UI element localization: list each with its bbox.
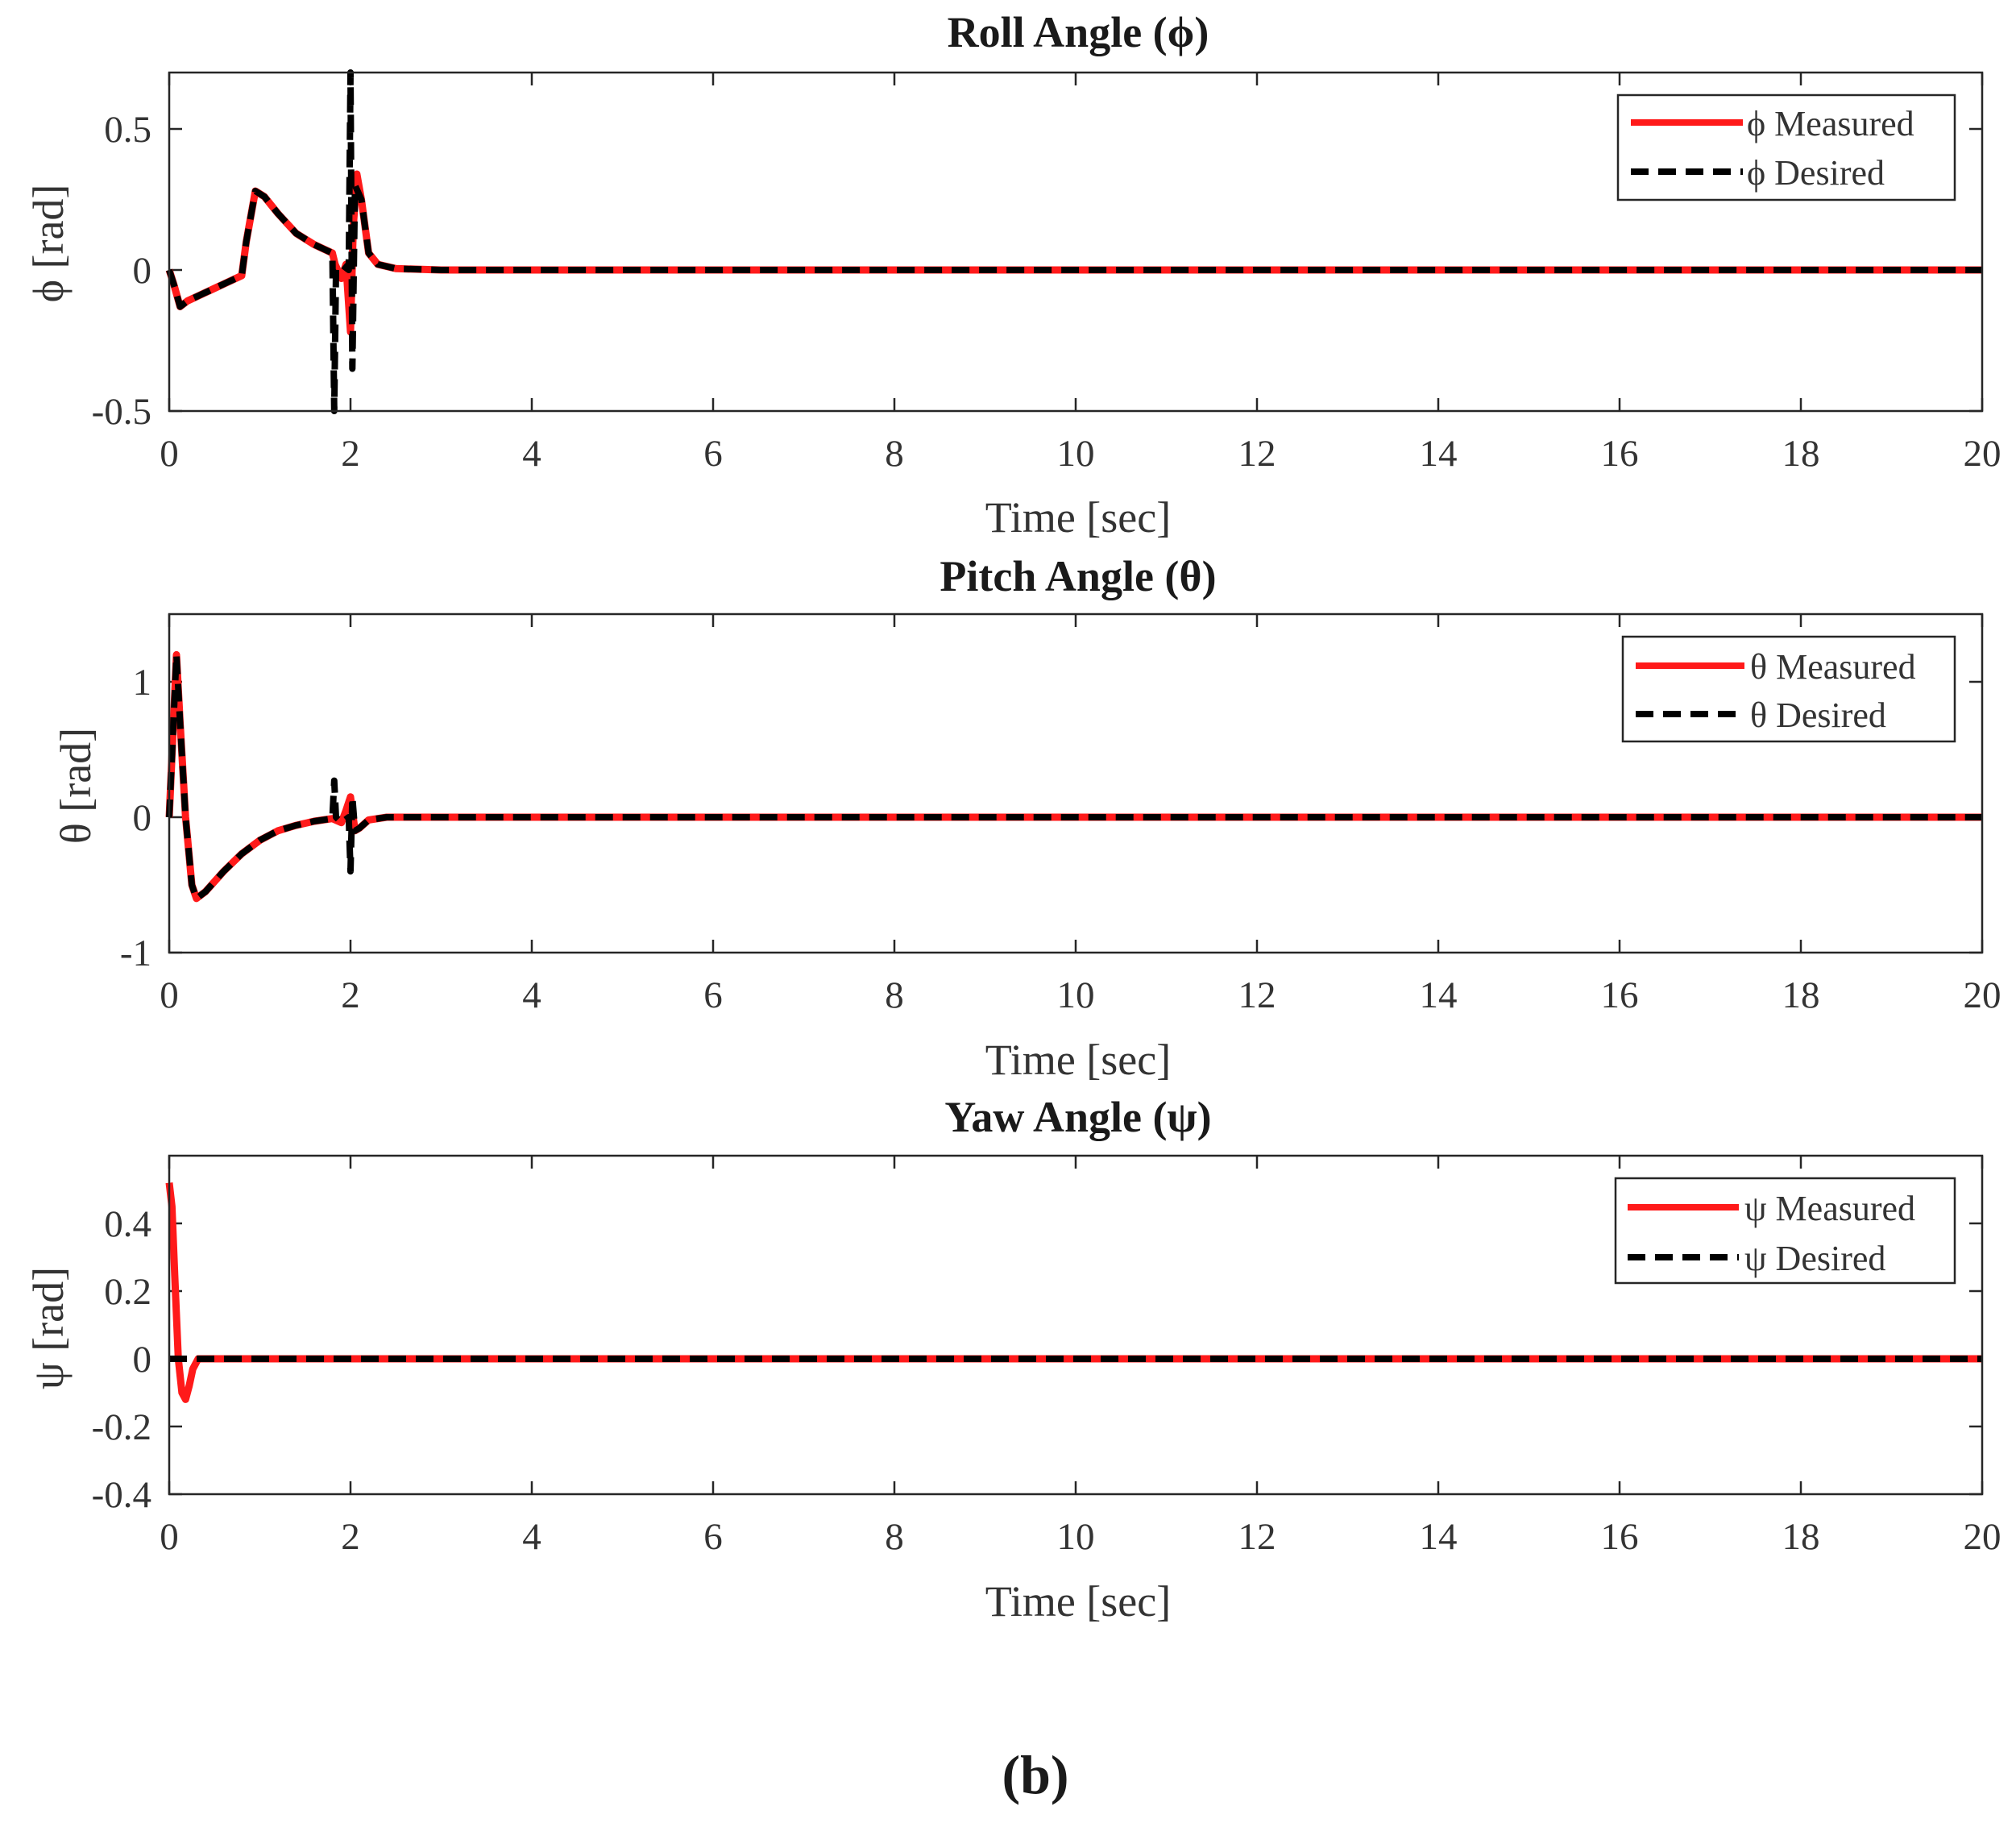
roll-x-axis-label: Time [sec]	[985, 493, 1171, 542]
pitch-x-tick-label: 18	[1782, 974, 1820, 1016]
pitch-chart-title: Pitch Angle (θ)	[940, 552, 1216, 600]
yaw-y-tick-label: 0.4	[104, 1203, 151, 1245]
pitch-x-ticks: 0 2 4 6 8 10 12 14 16 18 20	[160, 614, 2001, 1016]
yaw-x-tick-label: 6	[703, 1516, 723, 1558]
pitch-legend: θ Measured θ Desired	[1621, 635, 1956, 743]
yaw-x-tick-label: 4	[522, 1516, 541, 1558]
roll-x-tick-label: 8	[885, 433, 904, 475]
yaw-x-tick-label: 14	[1420, 1516, 1458, 1558]
roll-chart-title: Roll Angle (ϕ)	[948, 8, 1209, 56]
roll-x-tick-label: 12	[1238, 433, 1276, 475]
roll-legend-box	[1616, 93, 1956, 201]
roll-y-ticks: -0.5 0 0.5	[92, 109, 1982, 433]
yaw-y-tick-label: 0.2	[104, 1271, 151, 1313]
pitch-x-tick-label: 20	[1964, 974, 2001, 1016]
yaw-x-tick-label: 20	[1964, 1516, 2001, 1558]
roll-x-tick-label: 10	[1057, 433, 1095, 475]
yaw-y-tick-label: -0.2	[92, 1406, 151, 1448]
yaw-legend: ψ Measured ψ Desired	[1614, 1177, 1956, 1285]
roll-angle-subplot: Roll Angle (ϕ) ϕ [rad] Time [sec] 0 2 4 6 8 1…	[24, 8, 2001, 542]
roll-x-ticks: 0 2 4 6 8 10 12 14 16 18 20	[160, 73, 2001, 475]
pitch-legend-desired-label: θ Desired	[1750, 696, 1886, 735]
yaw-legend-box	[1614, 1177, 1956, 1285]
yaw-plot-frame	[168, 1154, 1984, 1496]
pitch-x-tick-label: 16	[1601, 974, 1639, 1016]
roll-y-tick-label: 0	[133, 250, 152, 292]
yaw-x-axis-label: Time [sec]	[985, 1577, 1171, 1626]
pitch-x-tick-label: 6	[703, 974, 723, 1016]
roll-y-tick-label: 0.5	[104, 109, 151, 151]
pitch-x-tick-label: 2	[341, 974, 360, 1016]
pitch-x-tick-label: 10	[1057, 974, 1095, 1016]
roll-plot-frame	[168, 71, 1984, 413]
yaw-y-tick-label: 0	[133, 1339, 152, 1381]
figure-label: (b)	[1002, 1744, 1068, 1805]
yaw-x-tick-label: 0	[160, 1516, 179, 1558]
yaw-series-lines	[165, 1182, 1982, 1403]
pitch-plot-frame	[168, 613, 1984, 954]
pitch-x-tick-label: 4	[522, 974, 541, 1016]
yaw-x-tick-label: 16	[1601, 1516, 1639, 1558]
yaw-legend-measured-label: ψ Measured	[1744, 1189, 1915, 1228]
yaw-x-ticks: 0 2 4 6 8 10 12 14 16 18 20	[160, 1156, 2001, 1558]
yaw-angle-subplot: Yaw Angle (ψ) ψ [rad] Time [sec] 0 2 4 6 8 10…	[24, 1093, 2001, 1626]
yaw-x-tick-label: 10	[1057, 1516, 1095, 1558]
yaw-chart-title: Yaw Angle (ψ)	[944, 1093, 1211, 1141]
pitch-x-tick-label: 12	[1238, 974, 1276, 1016]
pitch-y-tick-label: 1	[133, 662, 152, 704]
pitch-x-tick-label: 0	[160, 974, 179, 1016]
pitch-legend-box	[1621, 635, 1956, 743]
roll-x-tick-label: 0	[160, 433, 179, 475]
yaw-legend-desired-label: ψ Desired	[1744, 1239, 1885, 1278]
yaw-y-axis-label: ψ [rad]	[24, 1267, 73, 1389]
roll-x-tick-label: 14	[1420, 433, 1458, 475]
roll-x-tick-label: 16	[1601, 433, 1639, 475]
roll-x-tick-label: 20	[1964, 433, 2001, 475]
roll-x-tick-label: 2	[341, 433, 360, 475]
pitch-x-tick-label: 14	[1420, 974, 1458, 1016]
roll-y-tick-label: -0.5	[92, 391, 151, 433]
roll-measured-series-line	[165, 170, 1982, 336]
pitch-y-tick-label: 0	[133, 797, 152, 839]
roll-series-lines	[165, 69, 1982, 414]
yaw-y-ticks: -0.4 -0.2 0 0.2 0.4	[92, 1203, 1982, 1516]
roll-desired-series-line	[166, 69, 1982, 414]
pitch-legend-measured-label: θ Measured	[1750, 647, 1916, 687]
pitch-series-lines	[165, 650, 1982, 903]
pitch-x-axis-label: Time [sec]	[985, 1036, 1171, 1084]
roll-x-tick-label: 4	[522, 433, 541, 475]
roll-x-tick-label: 6	[703, 433, 723, 475]
roll-y-axis-label: ϕ [rad]	[24, 185, 73, 303]
pitch-y-tick-label: -1	[120, 932, 151, 974]
roll-x-tick-label: 18	[1782, 433, 1820, 475]
yaw-x-tick-label: 12	[1238, 1516, 1276, 1558]
yaw-x-tick-label: 18	[1782, 1516, 1820, 1558]
roll-legend-measured-label: ϕ Measured	[1747, 104, 1914, 143]
pitch-desired-series-line	[166, 651, 1982, 902]
pitch-angle-subplot: Pitch Angle (θ) θ [rad] Time [sec] 0 2 4 6 8…	[52, 552, 2001, 1084]
yaw-y-tick-label: -0.4	[92, 1474, 151, 1516]
roll-legend: ϕ Measured ϕ Desired	[1616, 93, 1956, 201]
yaw-x-tick-label: 8	[885, 1516, 904, 1558]
yaw-x-tick-label: 2	[341, 1516, 360, 1558]
pitch-x-tick-label: 8	[885, 974, 904, 1016]
pitch-y-axis-label: θ [rad]	[52, 728, 100, 844]
roll-legend-desired-label: ϕ Desired	[1747, 153, 1885, 193]
